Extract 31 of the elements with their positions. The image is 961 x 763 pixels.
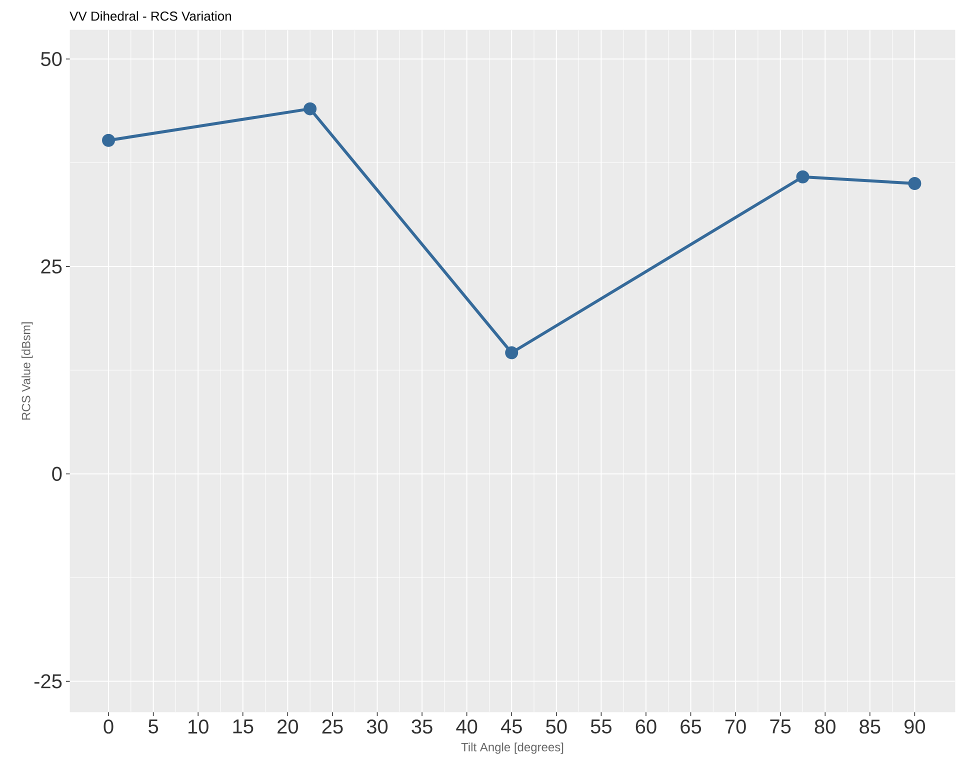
point [505,346,518,360]
point [796,170,810,184]
y-tick-label: 50 [41,52,62,66]
x-tick-label: 20 [278,720,298,734]
x-tick-label: 35 [412,720,432,734]
x-tick-label: 80 [814,720,836,734]
y-tick-label: 25 [41,259,62,274]
x-tick-label: 90 [904,720,926,734]
chart-title: VV Dihedral - RCS Variation [70,11,231,21]
x-tick-label: 45 [500,720,522,734]
point [304,102,317,116]
x-tick-label: 70 [725,720,746,734]
x-tick-label: 50 [546,720,567,734]
x-tick-label: 40 [456,720,478,734]
point [908,176,922,190]
x-tick-label: 15 [233,720,254,734]
x-tick-label: 25 [322,720,343,734]
y-tick-label: 0 [52,466,62,481]
x-axis-title: Tilt Angle [degrees] [461,742,564,754]
x-tick-label: 75 [770,720,791,734]
x-tick-label: 65 [680,720,702,734]
x-tick-label: 0 [104,720,114,734]
x-tick-label: 60 [636,720,656,734]
y-axis-title: RCS Value [dBsm] [22,322,33,420]
x-tick-label: 55 [590,720,612,734]
x-tick-label: 85 [860,720,880,734]
x-tick-label: 30 [366,720,388,734]
x-tick-label: 5 [148,720,158,734]
x-tick-label: 10 [188,720,208,734]
point [102,134,116,147]
y-tick-label: -25 [34,674,62,688]
